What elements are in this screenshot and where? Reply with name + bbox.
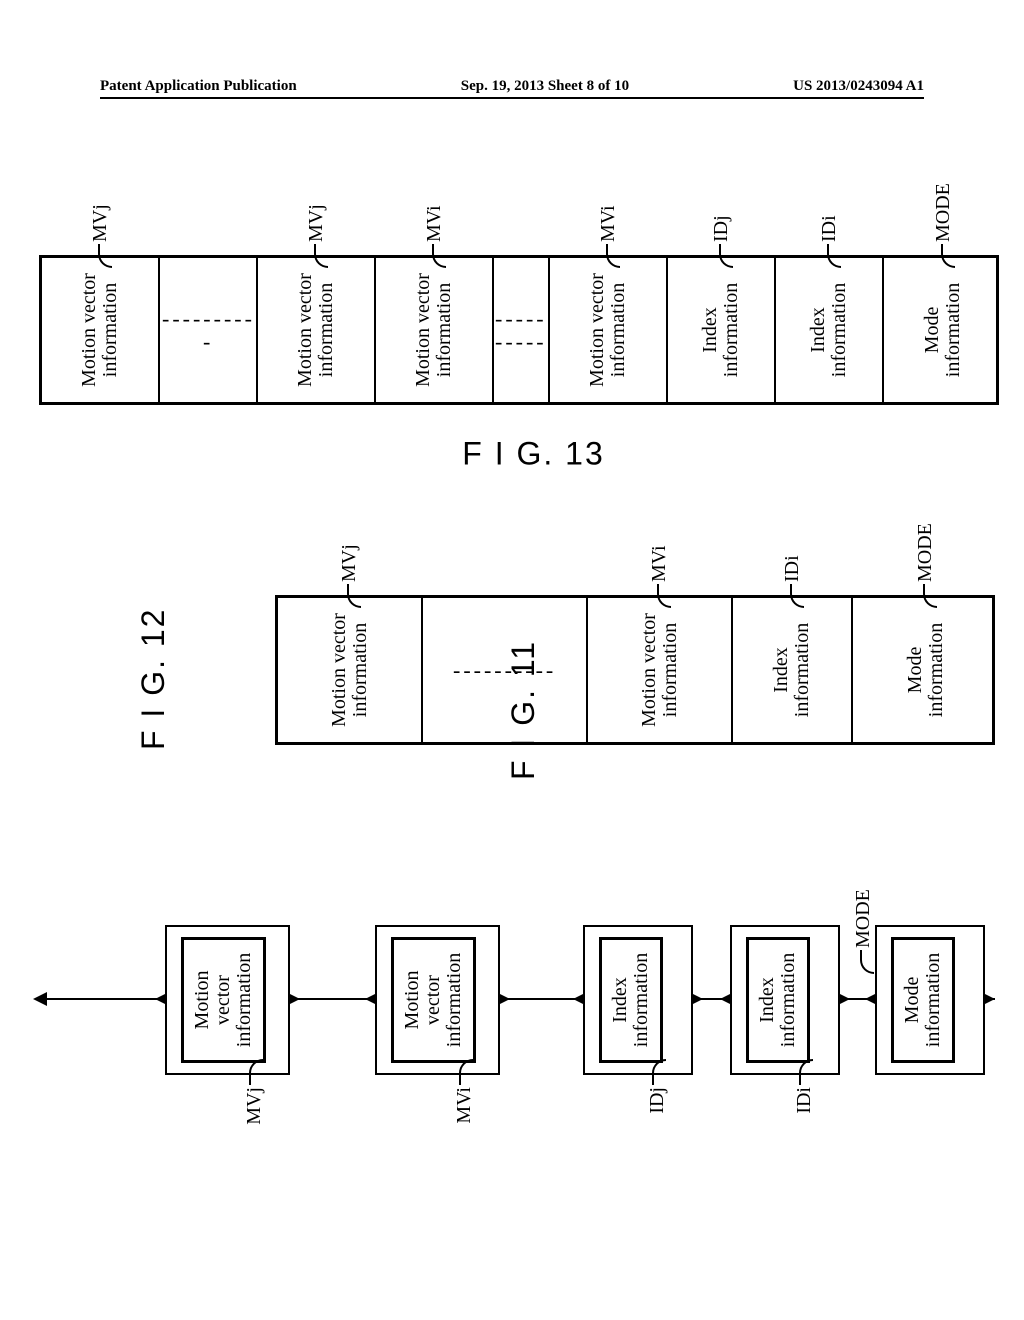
fig11-box-label: MVi bbox=[453, 1087, 476, 1124]
fig11-box-label: IDj bbox=[646, 1087, 669, 1114]
fig11-box-text: Motion vectorinformation bbox=[391, 937, 476, 1063]
fig11-box-label: MVj bbox=[243, 1087, 266, 1125]
fig11-box-text: Motion vectorinformation bbox=[181, 937, 266, 1063]
fig12-cell-text: Motion vectorinformation bbox=[329, 613, 371, 727]
fig12-cell-text: ---------- bbox=[453, 658, 556, 681]
fig13-cell: ---------- bbox=[160, 258, 258, 402]
fig12-cell-text: Modeinformation bbox=[905, 623, 947, 717]
fig12-cell-label: MODE bbox=[915, 523, 936, 582]
fig11-box-text: Indexinformation bbox=[746, 937, 810, 1063]
fig13-cell: Motion vectorinformationMVj bbox=[258, 258, 376, 402]
fig13-cell-text: ---------- bbox=[160, 307, 256, 353]
fig12-cell: Motion vectorinformationMVi bbox=[588, 598, 733, 742]
header-right: US 2013/0243094 A1 bbox=[793, 78, 924, 95]
fig13-cell-label: MVj bbox=[90, 204, 111, 242]
fig12-cell: ---------- bbox=[423, 598, 588, 742]
fig13-cell: IndexinformationIDi bbox=[776, 258, 884, 402]
fig12-cell-text: Indexinformation bbox=[771, 623, 813, 717]
fig12-cell: ModeinformationMODE bbox=[853, 598, 998, 742]
fig11-box: IndexinformationIDj bbox=[583, 925, 693, 1075]
fig13-cell-label: MVi bbox=[598, 205, 619, 242]
fig13-cell: IndexinformationIDj bbox=[668, 258, 776, 402]
fig11-box-label-top: MODE bbox=[852, 889, 875, 948]
fig13-caption: F I G. 13 bbox=[462, 435, 604, 472]
fig13-cell-label: MODE bbox=[933, 183, 954, 242]
page-header: Patent Application Publication Sep. 19, … bbox=[100, 78, 924, 99]
fig13-cell-text: Indexinformation bbox=[700, 283, 742, 377]
fig13-cell-text: Motion vectorinformation bbox=[295, 273, 337, 387]
diagram-area: ModeinformationMODEIndexinformationIDiIn… bbox=[35, 325, 985, 1045]
fig12-cell-text: Motion vectorinformation bbox=[639, 613, 681, 727]
fig11-box-text: Modeinformation bbox=[891, 937, 955, 1063]
header-center: Sep. 19, 2013 Sheet 8 of 10 bbox=[461, 78, 629, 95]
fig12-cell-label: IDi bbox=[782, 555, 803, 582]
fig13-cell-label: IDj bbox=[711, 215, 732, 242]
fig13: Motion vectorinformationMVj----------Mot… bbox=[39, 255, 999, 405]
fig13-cell-text: Motion vectorinformation bbox=[413, 273, 455, 387]
fig13-cell-text: Indexinformation bbox=[808, 283, 850, 377]
fig13-cell-label: MVj bbox=[306, 204, 327, 242]
fig13-cell-text: Modeinformation bbox=[922, 283, 964, 377]
fig13-cell-label: MVi bbox=[424, 205, 445, 242]
fig11: ModeinformationMODEIndexinformationIDiIn… bbox=[35, 935, 985, 1135]
fig12-cell-label: MVj bbox=[339, 544, 360, 582]
fig13-cell-text: Motion vectorinformation bbox=[79, 273, 121, 387]
fig11-box: Motion vectorinformationMVj bbox=[165, 925, 290, 1075]
fig11-box-text: Indexinformation bbox=[599, 937, 663, 1063]
fig11-box: ModeinformationMODE bbox=[875, 925, 985, 1075]
fig13-cell: Motion vectorinformationMVi bbox=[550, 258, 668, 402]
fig11-box: Motion vectorinformationMVi bbox=[375, 925, 500, 1075]
fig12: Motion vectorinformationMVj ---------- Mot… bbox=[275, 595, 995, 745]
fig13-cell: ---------- bbox=[494, 258, 550, 402]
fig13-cell-label: IDi bbox=[819, 215, 840, 242]
header-left: Patent Application Publication bbox=[100, 78, 297, 95]
fig11-box-label: IDi bbox=[793, 1087, 816, 1114]
fig11-box: IndexinformationIDi bbox=[730, 925, 840, 1075]
fig13-cell: Motion vectorinformationMVj bbox=[42, 258, 160, 402]
fig13-cell-text: ---------- bbox=[494, 307, 548, 353]
fig13-cell-text: Motion vectorinformation bbox=[587, 273, 629, 387]
fig12-cell: IndexinformationIDi bbox=[733, 598, 853, 742]
fig13-cell: Motion vectorinformationMVi bbox=[376, 258, 494, 402]
fig13-cell: ModeinformationMODE bbox=[884, 258, 1002, 402]
fig12-cell-label: MVi bbox=[649, 545, 670, 582]
fig12-caption: F I G. 12 bbox=[135, 608, 172, 750]
fig12-cell: Motion vectorinformationMVj bbox=[278, 598, 423, 742]
